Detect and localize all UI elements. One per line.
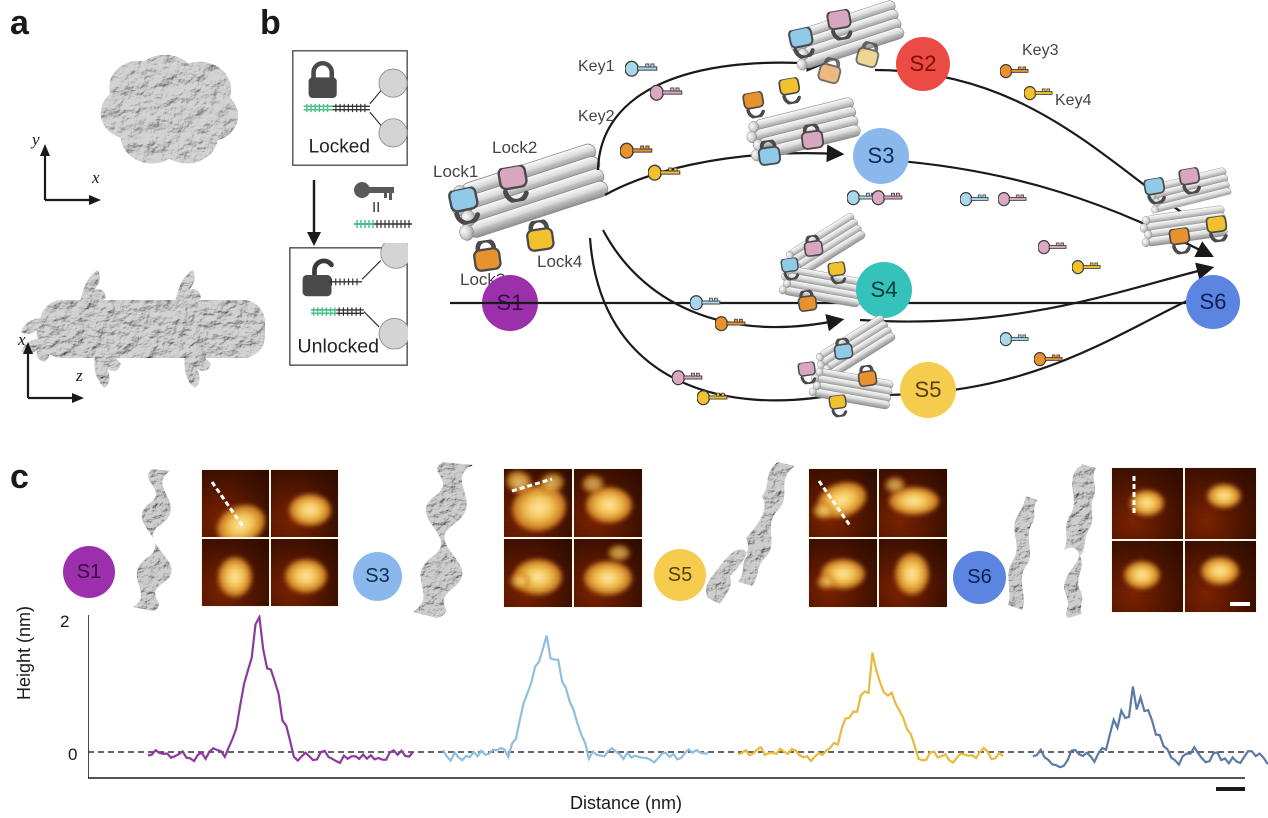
svg-text:Locked: Locked [309, 137, 370, 158]
svg-text:Unlocked: Unlocked [298, 335, 380, 357]
svg-text:II: II [372, 199, 380, 216]
